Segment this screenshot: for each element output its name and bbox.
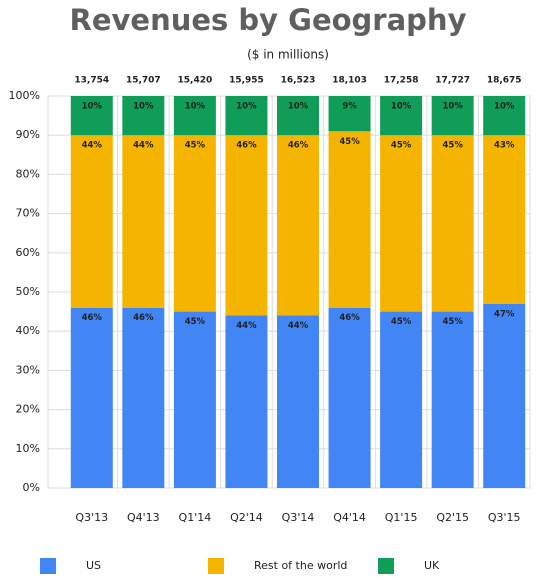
segment-label: 44% <box>236 321 257 331</box>
x-tick-label: Q4'14 <box>333 511 366 524</box>
bar-segment <box>431 135 474 312</box>
segment-label: 45% <box>339 137 360 147</box>
legend-label: US <box>86 559 101 572</box>
total-label: 18,103 <box>332 76 367 86</box>
legend-swatch <box>378 558 394 574</box>
segment-label: 10% <box>391 102 412 112</box>
total-label: 17,727 <box>435 76 470 86</box>
segment-label: 10% <box>494 102 515 112</box>
legend-swatch <box>40 558 56 574</box>
bar-segment <box>173 311 216 488</box>
total-label: 18,675 <box>487 76 522 86</box>
bar-segment <box>70 307 113 488</box>
segment-label: 43% <box>494 141 515 151</box>
segment-label: 10% <box>82 102 103 112</box>
segment-label: 45% <box>442 317 463 327</box>
bar-segment <box>277 315 319 488</box>
bar-segment <box>380 135 423 312</box>
segment-label: 9% <box>342 102 357 112</box>
legend-swatch <box>208 558 224 574</box>
segment-label: 47% <box>494 309 515 319</box>
x-tick-label: Q4'13 <box>127 511 160 524</box>
segment-label: 46% <box>133 313 154 323</box>
bar-segment <box>225 315 268 488</box>
x-tick-label: Q2'15 <box>436 511 469 524</box>
y-tick-label: 30% <box>16 363 40 376</box>
bar-segment <box>483 135 526 304</box>
bar-segment <box>70 96 113 136</box>
y-tick-label: 70% <box>16 207 40 220</box>
legend-label: UK <box>424 559 440 572</box>
bar-segment <box>328 307 371 488</box>
segment-label: 10% <box>185 102 206 112</box>
bar-segment <box>122 307 165 488</box>
total-label: 15,707 <box>126 76 161 86</box>
segment-label: 46% <box>288 141 309 151</box>
y-tick-label: 50% <box>16 285 40 298</box>
bar-segment <box>380 311 423 488</box>
legend-label: Rest of the world <box>254 559 347 572</box>
y-tick-label: 90% <box>16 128 40 141</box>
bar-segment <box>122 96 165 136</box>
segment-label: 10% <box>288 102 309 112</box>
total-label: 15,420 <box>178 76 213 86</box>
segment-label: 45% <box>442 141 463 151</box>
x-tick-label: Q3'13 <box>75 511 108 524</box>
bar-segment <box>431 96 474 136</box>
segment-label: 10% <box>442 102 463 112</box>
segment-label: 10% <box>133 102 154 112</box>
bar-segment <box>277 135 319 316</box>
segment-label: 44% <box>133 141 154 151</box>
segment-label: 46% <box>236 141 257 151</box>
y-tick-label: 100% <box>9 89 40 102</box>
bar-segment <box>328 96 371 132</box>
bar-segment <box>277 96 319 136</box>
bar-segment <box>380 96 423 136</box>
total-label: 17,258 <box>384 76 419 86</box>
y-tick-label: 20% <box>16 403 40 416</box>
y-tick-label: 80% <box>16 167 40 180</box>
x-tick-label: Q3'14 <box>282 511 315 524</box>
bar-segment <box>122 135 165 308</box>
segment-label: 46% <box>339 313 360 323</box>
y-tick-label: 60% <box>16 246 40 259</box>
chart-title: Revenues by Geography <box>70 3 467 37</box>
y-tick-label: 0% <box>23 481 40 494</box>
segment-label: 45% <box>185 141 206 151</box>
bar-segment <box>483 303 526 488</box>
segment-label: 44% <box>288 321 309 331</box>
segment-label: 10% <box>236 102 257 112</box>
x-tick-label: Q2'14 <box>230 511 263 524</box>
segment-label: 46% <box>82 313 103 323</box>
bar-segment <box>225 135 268 316</box>
bar-segment <box>328 131 371 308</box>
total-label: 15,955 <box>229 76 264 86</box>
bar-segment <box>70 135 113 308</box>
bar-segment <box>431 311 474 488</box>
bar-segment <box>173 135 216 312</box>
y-tick-label: 10% <box>16 442 40 455</box>
segment-label: 45% <box>185 317 206 327</box>
segment-label: 44% <box>82 141 103 151</box>
bar-segment <box>225 96 268 136</box>
x-tick-label: Q1'14 <box>179 511 212 524</box>
chart-subtitle: ($ in millions) <box>247 48 329 62</box>
bar-segment <box>173 96 216 136</box>
x-tick-label: Q3'15 <box>488 511 521 524</box>
segment-label: 45% <box>391 317 412 327</box>
x-tick-label: Q1'15 <box>385 511 418 524</box>
y-tick-label: 40% <box>16 324 40 337</box>
bar-segment <box>483 96 526 136</box>
total-label: 16,523 <box>281 76 316 86</box>
segment-label: 45% <box>391 141 412 151</box>
total-label: 13,754 <box>74 76 109 86</box>
